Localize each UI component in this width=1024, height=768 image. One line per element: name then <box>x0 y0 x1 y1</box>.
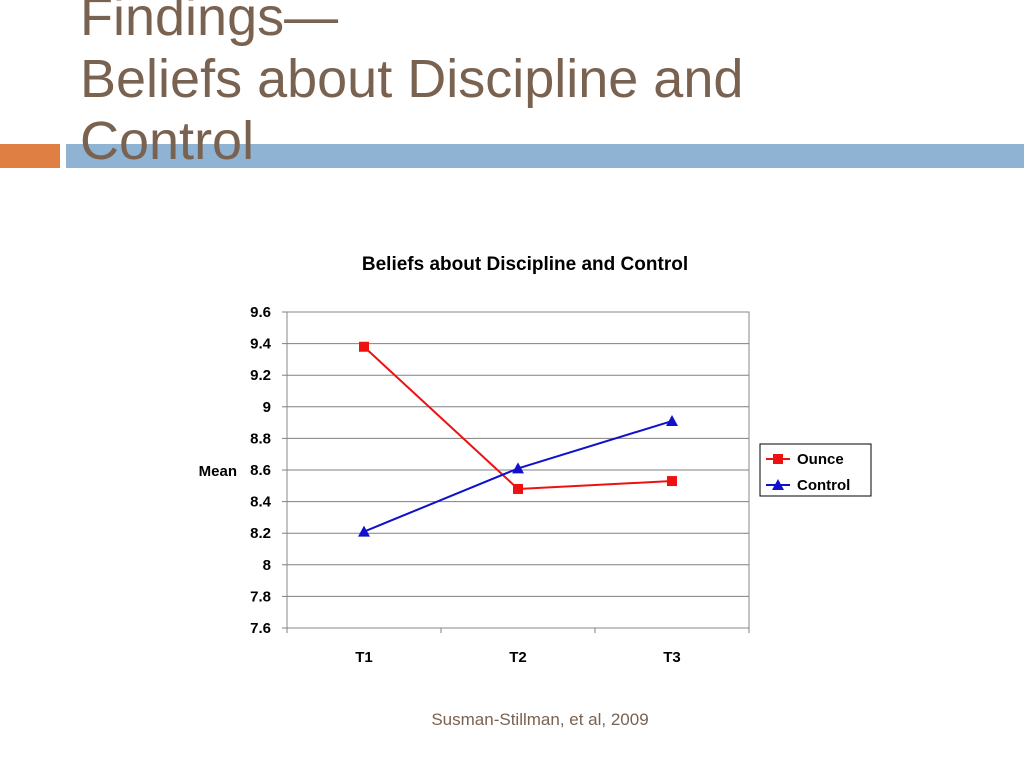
y-tick-label: 8.8 <box>250 430 271 447</box>
citation: Susman-Stillman, et al, 2009 <box>431 710 649 729</box>
data-point-ounce <box>359 341 369 352</box>
accent-bar-blue <box>66 144 1024 168</box>
slide-title-line-3: Control <box>80 111 255 171</box>
y-tick-label: 8.4 <box>250 494 272 511</box>
legend-box <box>759 443 872 497</box>
legend-marker-ounce <box>773 454 783 464</box>
y-tick-label: 9.6 <box>250 304 271 321</box>
data-point-ounce <box>667 476 677 487</box>
slide-title-line-2: Beliefs about Discipline and <box>80 49 744 109</box>
legend-label-ounce: Ounce <box>797 451 844 468</box>
data-point-control <box>358 525 370 537</box>
y-tick-label: 9 <box>263 399 271 416</box>
legend: Ounce Control <box>759 443 872 497</box>
data-point-control <box>666 415 678 427</box>
x-tick-label-t3: T3 <box>663 649 681 666</box>
y-tick-label: 7.6 <box>250 620 271 637</box>
y-tick-label: 8 <box>263 557 271 574</box>
legend-marker-control <box>772 479 784 490</box>
series-line-control <box>363 420 673 533</box>
legend-label-control: Control <box>797 477 850 494</box>
y-tick-label: 9.4 <box>250 336 272 353</box>
slide-title: Findings— Beliefs about Discipline and C… <box>80 0 980 172</box>
y-axis-label: Mean <box>199 463 237 480</box>
accent-bar-orange <box>0 144 60 168</box>
data-point-control <box>512 462 524 474</box>
x-tick-label-t2: T2 <box>509 649 527 666</box>
data-point-ounce <box>513 483 523 494</box>
y-ticks: 9.6 9.4 9.2 9 8.8 8.6 8.4 8.2 8 7.8 7.6 <box>250 304 287 637</box>
y-tick-label: 9.2 <box>250 367 271 384</box>
x-ticks: T1 T2 T3 <box>286 628 750 666</box>
x-tick-label-t1: T1 <box>355 649 373 666</box>
slide-title-line-1: Findings— <box>80 0 339 47</box>
series-group <box>358 341 678 537</box>
y-tick-label: 8.2 <box>250 525 271 542</box>
y-tick-label: 7.8 <box>250 588 271 605</box>
chart-title: Beliefs about Discipline and Control <box>362 254 688 275</box>
y-tick-label: 8.6 <box>250 462 271 479</box>
